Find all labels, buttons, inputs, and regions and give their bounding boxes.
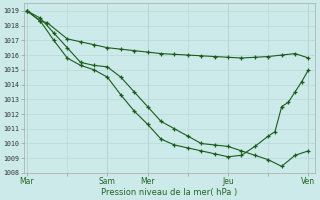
X-axis label: Pression niveau de la mer( hPa ): Pression niveau de la mer( hPa ) bbox=[101, 188, 237, 197]
